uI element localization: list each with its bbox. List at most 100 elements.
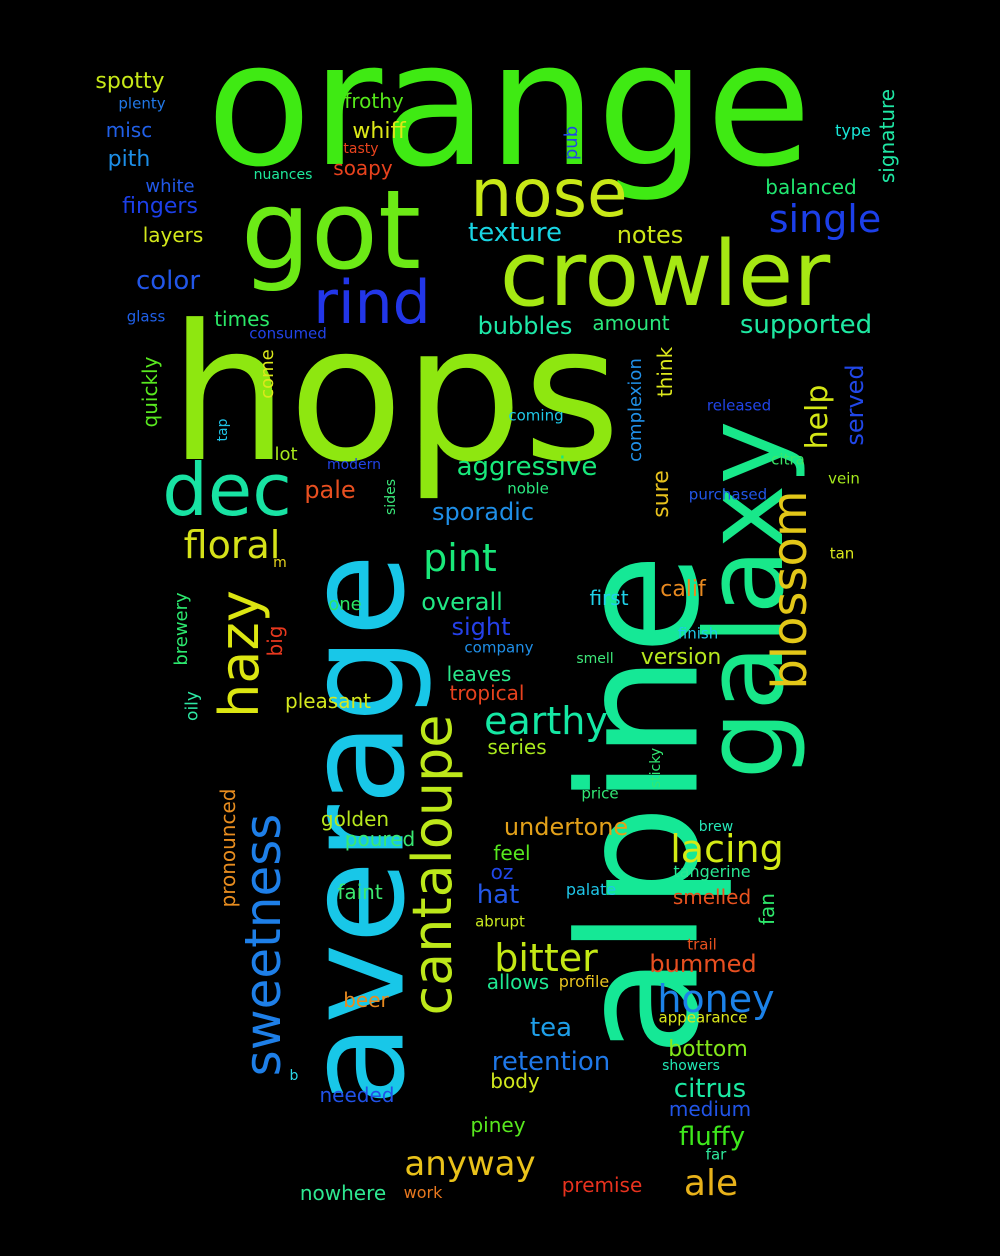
word-smell: smell bbox=[576, 651, 614, 667]
word-hat: hat bbox=[476, 880, 520, 910]
word-overall: overall bbox=[421, 588, 503, 616]
word-released: released bbox=[706, 396, 772, 415]
word-tap: tap bbox=[215, 418, 231, 442]
word-honey: honey bbox=[657, 977, 775, 1021]
word-ale: ale bbox=[683, 1163, 739, 1204]
word-noble: noble bbox=[507, 479, 549, 498]
word-medium: medium bbox=[668, 1097, 752, 1121]
word-whiff: whiff bbox=[352, 119, 406, 144]
word-series: series bbox=[487, 735, 547, 759]
word-bummed: bummed bbox=[649, 950, 757, 978]
word-m: m bbox=[273, 555, 287, 571]
word-single: single bbox=[768, 197, 882, 241]
word-white: white bbox=[145, 176, 195, 197]
word-pronounced: pronounced bbox=[216, 788, 240, 908]
word-modern: modern bbox=[326, 457, 382, 473]
word-fan: fan bbox=[755, 893, 779, 925]
word-help: help bbox=[800, 384, 835, 450]
word-undertone: undertone bbox=[503, 813, 629, 841]
word-notes: notes bbox=[616, 221, 684, 249]
word-bitter: bitter bbox=[494, 936, 598, 980]
word-citra: citra bbox=[771, 450, 805, 469]
word-smelled: smelled bbox=[672, 885, 752, 909]
word-blossom: blossom bbox=[762, 490, 818, 690]
word-sweetness: sweetness bbox=[234, 813, 292, 1077]
word-vein: vein bbox=[828, 469, 860, 488]
word-feel: feel bbox=[493, 841, 531, 865]
word-retention: retention bbox=[491, 1047, 611, 1077]
word-faint: faint bbox=[337, 880, 383, 904]
word-floral: floral bbox=[183, 523, 281, 567]
word-served: served bbox=[841, 364, 869, 446]
word-misc: misc bbox=[105, 118, 153, 142]
word-fluffy: fluffy bbox=[678, 1122, 746, 1152]
word-think: think bbox=[653, 346, 677, 398]
word-frothy: frothy bbox=[344, 89, 404, 113]
word-work: work bbox=[403, 1183, 443, 1202]
word-tangerine: tangerine bbox=[673, 862, 751, 881]
word-nowhere: nowhere bbox=[299, 1181, 387, 1205]
word-soapy: soapy bbox=[333, 156, 393, 180]
word-citrus: citrus bbox=[673, 1074, 747, 1104]
word-version: version bbox=[640, 645, 722, 670]
word-company: company bbox=[464, 638, 534, 657]
word-tea: tea bbox=[529, 1013, 573, 1043]
word-hazy: hazy bbox=[208, 590, 271, 718]
word-sure: sure bbox=[649, 470, 674, 518]
word-leaves: leaves bbox=[446, 662, 512, 686]
word-pub: pub bbox=[561, 125, 582, 161]
word-brewery: brewery bbox=[171, 592, 192, 666]
word-abrupt: abrupt bbox=[475, 912, 525, 931]
word-showers: showers bbox=[662, 1058, 720, 1074]
word-lacing: lacing bbox=[670, 827, 784, 871]
word-poured: poured bbox=[344, 827, 416, 851]
word-type: type bbox=[835, 121, 871, 140]
word-layers: layers bbox=[142, 223, 204, 247]
word-balanced: balanced bbox=[765, 175, 857, 199]
word-appearance: appearance bbox=[658, 1008, 748, 1027]
word-lot: lot bbox=[274, 444, 298, 465]
word-crowler: crowler bbox=[499, 222, 831, 327]
word-needed: needed bbox=[319, 1083, 395, 1107]
word-orange: orange bbox=[206, 4, 812, 205]
word-oz: oz bbox=[490, 860, 514, 884]
word-golden: golden bbox=[320, 807, 390, 831]
word-tropical: tropical bbox=[449, 681, 525, 705]
word-body: body bbox=[490, 1069, 540, 1093]
word-tan: tan bbox=[829, 544, 855, 563]
word-b: b bbox=[289, 1068, 299, 1084]
word-price: price bbox=[581, 784, 619, 803]
word-plenty: plenty bbox=[118, 94, 166, 113]
word-sight: sight bbox=[451, 613, 511, 641]
word-pleasant: pleasant bbox=[284, 689, 372, 713]
word-palate: palate bbox=[565, 880, 617, 899]
word-big: big bbox=[263, 625, 287, 657]
word-premise: premise bbox=[561, 1173, 643, 1197]
word-spotty: spotty bbox=[95, 69, 165, 94]
word-one: one bbox=[328, 594, 362, 615]
word-tasty: tasty bbox=[343, 141, 379, 157]
word-come: come bbox=[257, 349, 278, 399]
word-times: times bbox=[214, 307, 270, 331]
word-dec: dec bbox=[162, 448, 292, 532]
word-pith: pith bbox=[107, 147, 151, 172]
word-oily: oily bbox=[182, 691, 203, 721]
word-cantaloupe: cantaloupe bbox=[401, 714, 464, 1016]
word-consumed: consumed bbox=[249, 324, 327, 343]
word-beer: beer bbox=[343, 988, 389, 1012]
word-quickly: quickly bbox=[138, 356, 162, 428]
word-nuances: nuances bbox=[253, 167, 313, 183]
word-calif: calif bbox=[660, 577, 706, 602]
word-amount: amount bbox=[592, 311, 670, 335]
word-far: far bbox=[705, 1145, 727, 1164]
word-sides: sides bbox=[383, 479, 399, 515]
word-pint: pint bbox=[423, 536, 497, 580]
word-texture: texture bbox=[468, 218, 562, 248]
word-profile: profile bbox=[558, 972, 610, 991]
word-got: got bbox=[240, 166, 422, 294]
word-sporadic: sporadic bbox=[431, 498, 535, 526]
word-bubbles: bubbles bbox=[477, 312, 573, 340]
word-first: first bbox=[589, 586, 629, 610]
word-nose: nose bbox=[470, 155, 628, 232]
